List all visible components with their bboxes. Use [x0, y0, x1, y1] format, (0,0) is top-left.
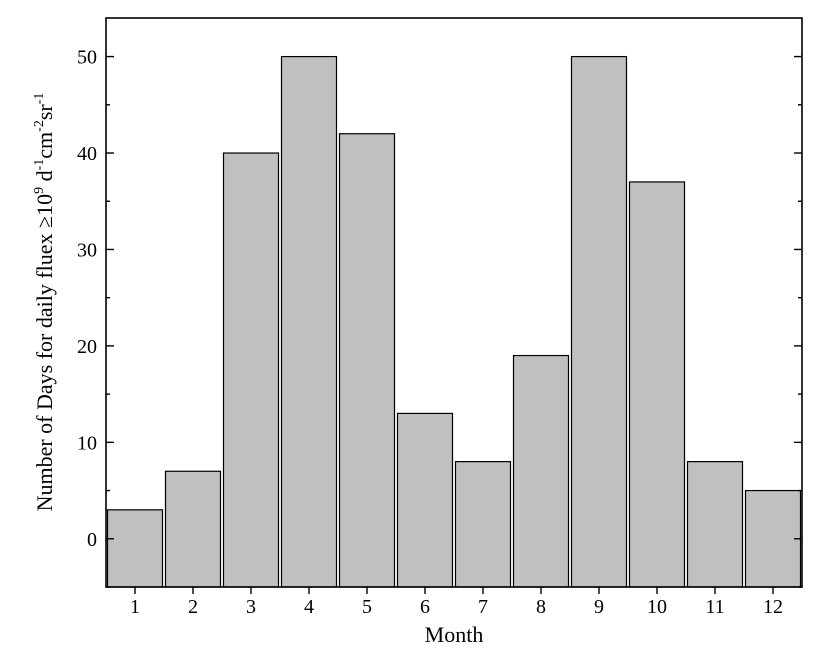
bar-month-4	[280, 55, 338, 588]
y-tick-label: 40	[77, 143, 97, 165]
plot-frame	[105, 17, 803, 588]
x-tick-label: 6	[420, 596, 430, 618]
bar-month-1	[106, 509, 164, 588]
x-tick-label: 9	[594, 596, 604, 618]
x-tick-label: 10	[647, 596, 667, 618]
x-tick-label: 8	[536, 596, 546, 618]
bar-month-6	[396, 412, 454, 588]
x-tick-label: 3	[246, 596, 256, 618]
bar-month-3	[222, 152, 280, 588]
x-tick-label: 12	[763, 596, 783, 618]
bar-month-9	[570, 55, 628, 588]
bar-month-2	[164, 470, 222, 588]
x-tick-label: 1	[130, 596, 140, 618]
x-tick-label: 5	[362, 596, 372, 618]
x-tick-label: 7	[478, 596, 488, 618]
x-tick-label: 2	[188, 596, 198, 618]
y-tick-label: 0	[87, 529, 97, 551]
x-tick-label: 4	[304, 596, 314, 618]
bar-month-11	[686, 461, 744, 588]
x-tick-label: 11	[705, 596, 724, 618]
bar-month-10	[628, 181, 686, 588]
y-tick-label: 30	[77, 239, 97, 261]
bar-month-5	[338, 133, 396, 588]
bar-month-7	[454, 461, 512, 588]
y-tick-label: 10	[77, 432, 97, 454]
y-tick-label: 20	[77, 336, 97, 358]
y-axis-title: Number of Days for daily fluex ≥109 d-1c…	[32, 93, 57, 512]
bar-month-12	[744, 489, 802, 588]
y-tick-label: 50	[77, 47, 97, 69]
x-axis-title: Month	[425, 622, 484, 647]
bar-month-8	[512, 354, 570, 588]
bars-group	[106, 55, 802, 588]
